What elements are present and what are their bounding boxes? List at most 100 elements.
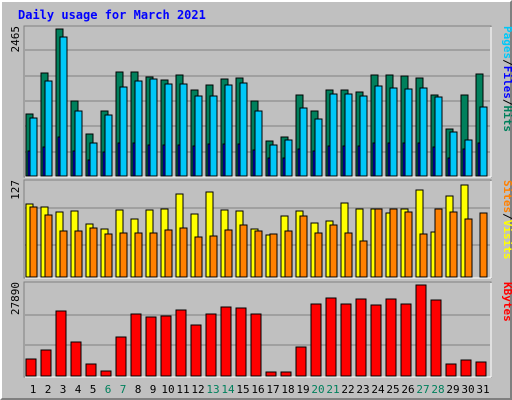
bar-kbytes-day-27: [415, 284, 427, 377]
bar-kbytes-day-12: [190, 324, 202, 377]
day-label: 23: [356, 383, 369, 396]
day-label: 10: [161, 383, 174, 396]
day-label: 6: [105, 383, 112, 396]
panel-visits: 127 Sites/Visits: [9, 179, 512, 279]
bar-sites-day-11: [179, 227, 188, 278]
bar-kbytes-day-17: [265, 371, 277, 377]
day-label: 13: [206, 383, 219, 396]
bar-pages-day-1: [29, 117, 38, 177]
bar-sites-day-26: [404, 211, 413, 278]
bar-kbytes-day-9: [145, 316, 157, 377]
bar-pages-day-6: [104, 114, 113, 177]
bar-kbytes-day-16: [250, 313, 262, 377]
bar-pages-day-5: [89, 142, 98, 177]
bar-kbytes-day-5: [85, 363, 97, 377]
day-axis: 1 2 3 4 5 6 7 8 9 10 11 12 13 14 15 16 17 18 19 20 21 22 23 24 2…: [30, 383, 490, 396]
bar-pages-day-31: [479, 106, 488, 177]
bar-sites-day-20: [314, 232, 323, 278]
bar-kbytes-day-21: [325, 297, 337, 377]
bar-kbytes-day-31: [475, 361, 487, 377]
legend-entry: Hits: [501, 106, 512, 133]
bar-kbytes-day-25: [385, 298, 397, 377]
bar-pages-day-27: [419, 87, 428, 177]
day-label: 19: [296, 383, 309, 396]
bar-sites-day-12: [194, 236, 203, 278]
bar-pages-day-28: [434, 96, 443, 177]
bar-sites-day-17: [269, 233, 278, 278]
panel-kbytes: 27890 KBytes: [9, 281, 512, 378]
bar-sites-day-15: [239, 224, 248, 278]
bar-kbytes-day-2: [40, 349, 52, 377]
bar-sites-day-4: [74, 230, 83, 278]
bar-pages-day-9: [149, 78, 158, 177]
day-label: 22: [341, 383, 354, 396]
bar-kbytes-day-20: [310, 303, 322, 377]
bar-pages-day-18: [284, 139, 293, 177]
bar-kbytes-day-18: [280, 371, 292, 377]
bar-sites-day-31: [479, 212, 488, 278]
bar-pages-day-10: [164, 83, 173, 177]
legend-entry: Pages: [501, 26, 512, 59]
chart-title: Daily usage for March 2021: [18, 8, 206, 22]
bar-kbytes-day-3: [55, 310, 67, 377]
bar-sites-day-9: [149, 232, 158, 278]
day-label: 26: [401, 383, 414, 396]
bar-sites-day-28: [434, 208, 443, 278]
day-label: 24: [371, 383, 385, 396]
bar-pages-day-21: [329, 93, 338, 177]
legend-entry: Sites: [501, 180, 512, 213]
bar-kbytes-day-23: [355, 298, 367, 377]
bar-pages-day-2: [44, 80, 53, 177]
bar-sites-day-21: [329, 224, 338, 278]
day-label: 14: [221, 383, 235, 396]
y-max-label: 2465: [9, 26, 22, 53]
bar-pages-day-26: [404, 88, 413, 177]
legend-kbytes: KBytes: [501, 282, 512, 322]
bar-pages-day-29: [449, 131, 458, 177]
legend-entry: /: [501, 213, 512, 220]
bar-kbytes-day-7: [115, 336, 127, 377]
bar-sites-day-29: [449, 211, 458, 278]
bar-pages-day-14: [224, 84, 233, 177]
bar-kbytes-day-29: [445, 363, 457, 377]
bar-sites-day-22: [344, 232, 353, 278]
bar-kbytes-day-8: [130, 313, 142, 377]
bar-kbytes-day-28: [430, 299, 442, 377]
bar-sites-day-7: [119, 232, 128, 278]
bar-pages-day-12: [194, 95, 203, 177]
bar-sites-day-19: [299, 215, 308, 278]
bar-pages-day-7: [119, 86, 128, 177]
day-label: 1: [30, 383, 37, 396]
day-label: 17: [266, 383, 279, 396]
legend-entry: /: [501, 99, 512, 106]
bar-pages-day-13: [209, 95, 218, 177]
day-label: 7: [120, 383, 127, 396]
bar-sites-day-3: [59, 230, 68, 278]
bar-sites-day-1: [29, 206, 38, 278]
day-label: 5: [90, 383, 97, 396]
bar-kbytes-day-30: [460, 359, 472, 377]
bar-pages-day-23: [359, 95, 368, 177]
legend-visits: Sites/Visits: [501, 180, 512, 260]
bar-pages-day-20: [314, 118, 323, 177]
bar-kbytes-day-24: [370, 304, 382, 377]
legend-entry: Files: [501, 66, 512, 99]
legend-entry: Visits: [501, 220, 512, 260]
bar-kbytes-day-10: [160, 315, 172, 377]
series-sites: [29, 206, 488, 278]
legend-entry: /: [501, 59, 512, 66]
day-label: 25: [386, 383, 399, 396]
day-label: 28: [431, 383, 444, 396]
day-label: 12: [191, 383, 204, 396]
bar-pages-day-16: [254, 110, 263, 177]
bar-sites-day-8: [134, 232, 143, 278]
bar-kbytes-day-15: [235, 307, 247, 377]
bar-kbytes-day-13: [205, 313, 217, 377]
day-label: 29: [446, 383, 459, 396]
bar-pages-day-4: [74, 110, 83, 177]
bar-sites-day-2: [44, 214, 53, 278]
bar-kbytes-day-22: [340, 303, 352, 377]
bar-kbytes-day-1: [25, 358, 37, 377]
